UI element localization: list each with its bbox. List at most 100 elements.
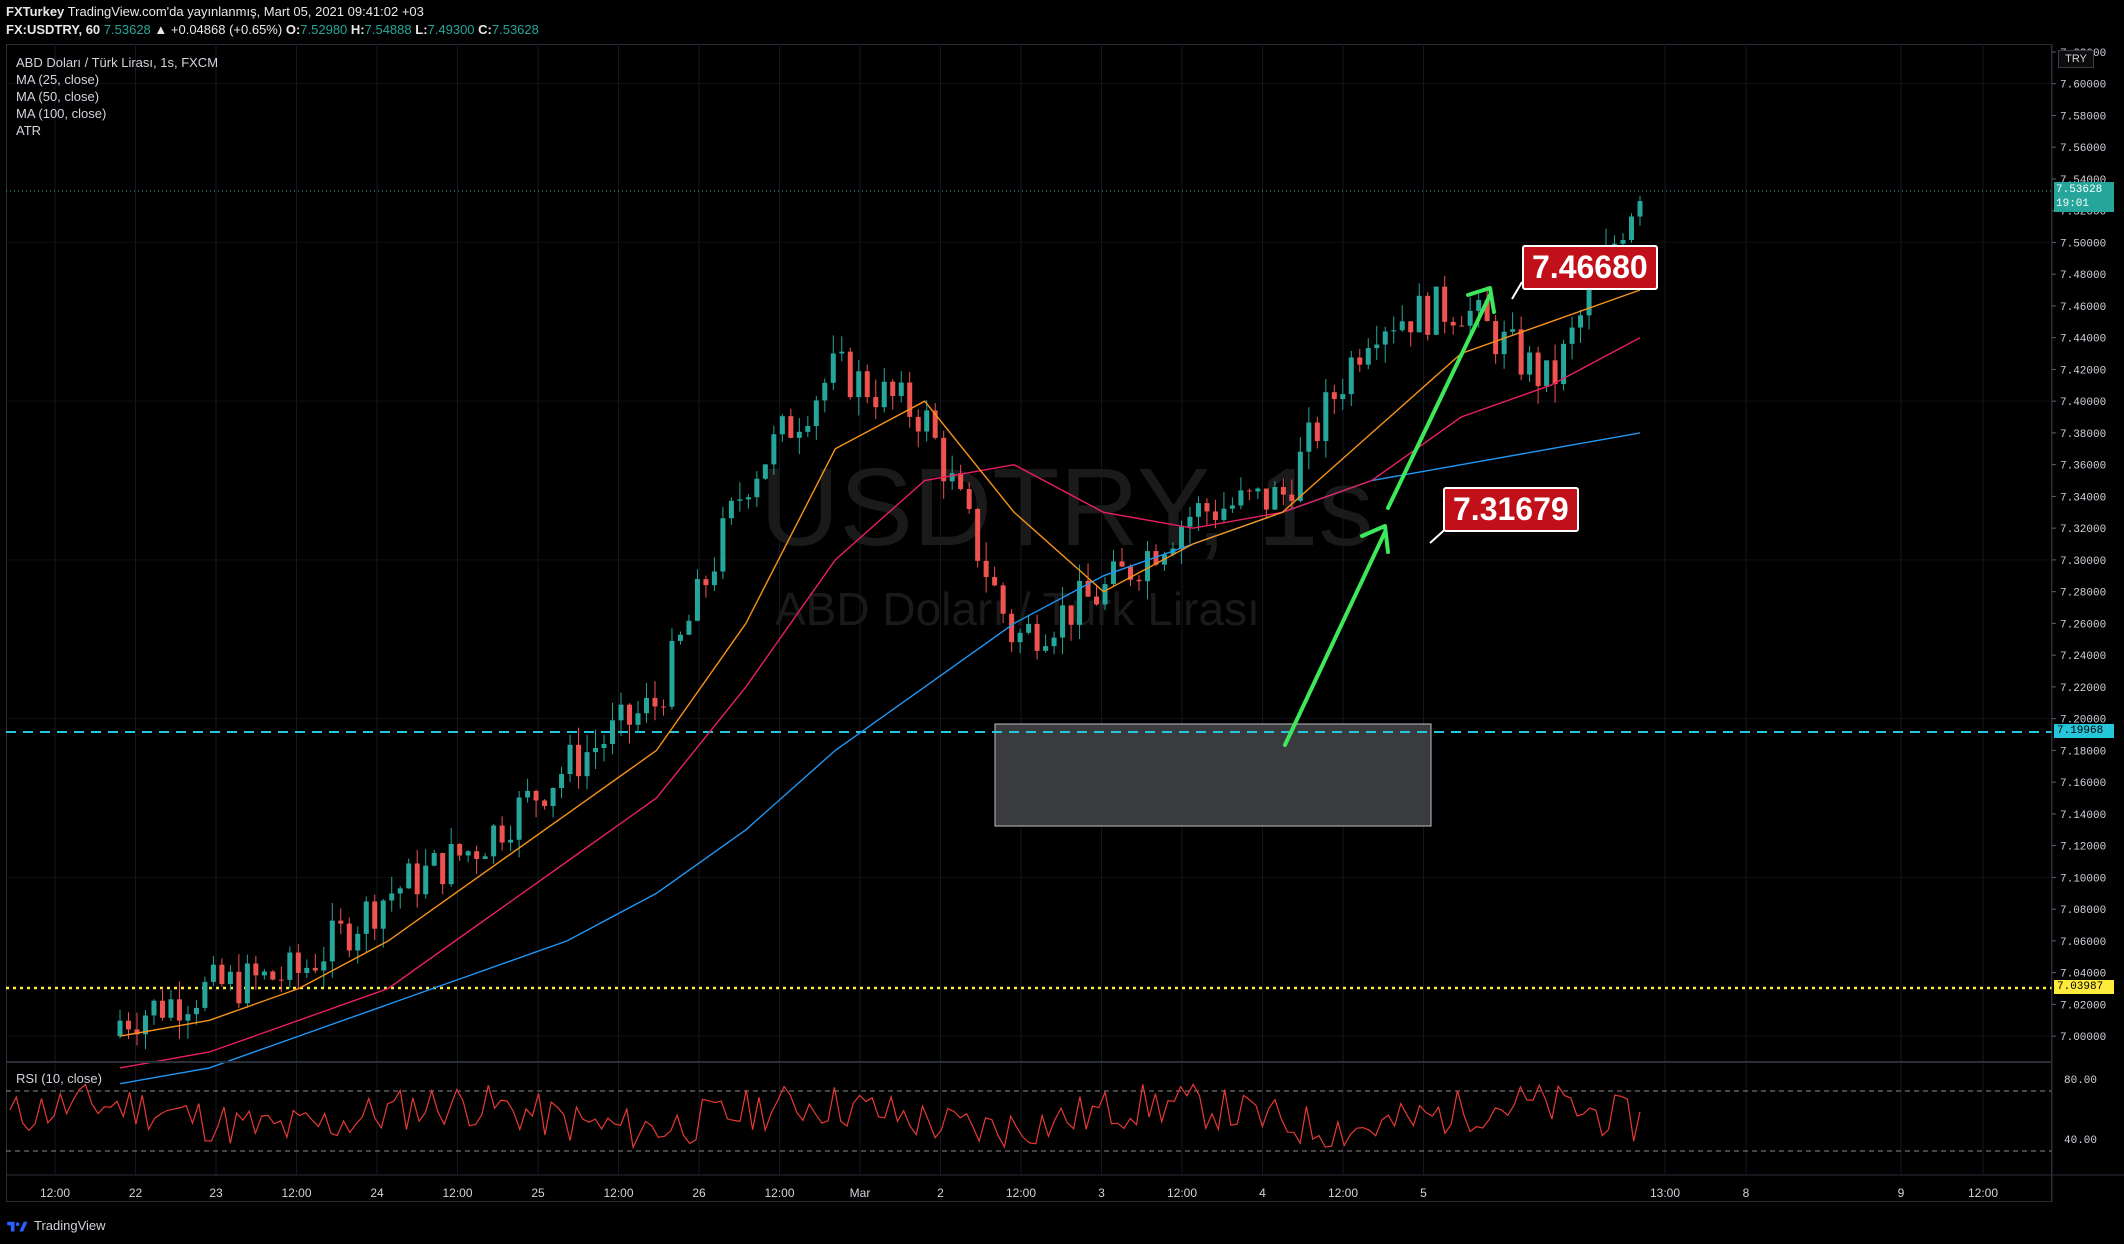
candle-body[interactable] <box>1510 329 1516 332</box>
candle-body[interactable] <box>711 571 717 586</box>
candle-body[interactable] <box>1433 286 1439 335</box>
candle-body[interactable] <box>1195 503 1201 517</box>
candle-body[interactable] <box>321 961 327 971</box>
candle-body[interactable] <box>1043 646 1049 651</box>
candle-body[interactable] <box>389 893 395 901</box>
candle-body[interactable] <box>907 382 913 417</box>
candle-body[interactable] <box>745 497 751 500</box>
legend-ma25[interactable]: MA (25, close) <box>16 72 100 87</box>
candle-body[interactable] <box>1459 325 1465 327</box>
candle-body[interactable] <box>1306 422 1312 452</box>
candle-body[interactable] <box>1476 300 1482 311</box>
candle-body[interactable] <box>1637 201 1643 217</box>
candle-body[interactable] <box>652 697 658 707</box>
candle-body[interactable] <box>312 967 318 971</box>
candle-body[interactable] <box>1289 494 1295 501</box>
candle-body[interactable] <box>1382 331 1388 345</box>
candle-body[interactable] <box>253 963 259 976</box>
candle-body[interactable] <box>839 351 845 354</box>
candle-body[interactable] <box>1408 321 1414 333</box>
ma100-line[interactable] <box>119 432 1641 1085</box>
candle-body[interactable] <box>1187 516 1193 527</box>
candle-body[interactable] <box>219 964 225 985</box>
candle-body[interactable] <box>1374 344 1380 349</box>
candle-body[interactable] <box>448 843 454 885</box>
candle-body[interactable] <box>1128 566 1134 580</box>
candle-body[interactable] <box>1144 551 1150 582</box>
candle-body[interactable] <box>567 744 573 775</box>
candle-body[interactable] <box>1518 329 1524 375</box>
candle-body[interactable] <box>890 381 896 396</box>
candle-body[interactable] <box>414 863 420 895</box>
candle-body[interactable] <box>643 697 649 714</box>
candle-body[interactable] <box>1399 321 1405 331</box>
candle-body[interactable] <box>1442 286 1448 322</box>
candle-body[interactable] <box>1552 360 1558 385</box>
candle-body[interactable] <box>966 489 972 510</box>
candle-body[interactable] <box>941 437 947 482</box>
candle-body[interactable] <box>694 579 700 621</box>
candle-body[interactable] <box>550 788 556 807</box>
candle-body[interactable] <box>1000 585 1006 614</box>
candle-body[interactable] <box>813 400 819 426</box>
legend-atr[interactable]: ATR <box>16 123 42 138</box>
candle-body[interactable] <box>270 971 276 980</box>
candle-body[interactable] <box>610 720 616 745</box>
candle-body[interactable] <box>1484 300 1490 322</box>
candle-body[interactable] <box>193 1007 199 1015</box>
candle-body[interactable] <box>1272 487 1278 510</box>
candle-body[interactable] <box>508 839 514 843</box>
candle-body[interactable] <box>660 706 666 708</box>
callout-upper-price[interactable]: 7.46680 <box>1522 245 1658 290</box>
candle-body[interactable] <box>533 790 539 801</box>
candle-body[interactable] <box>1501 331 1507 355</box>
candle-body[interactable] <box>176 999 182 1021</box>
legend-ma100[interactable]: MA (100, close) <box>16 106 107 121</box>
candle-body[interactable] <box>1204 503 1210 512</box>
green-arrow-lower[interactable] <box>1283 524 1390 747</box>
candle-body[interactable] <box>720 518 726 572</box>
candle-body[interactable] <box>559 774 565 789</box>
candle-body[interactable] <box>779 416 785 435</box>
candle-body[interactable] <box>975 509 981 561</box>
candle-body[interactable] <box>618 704 624 721</box>
candle-body[interactable] <box>1425 295 1431 335</box>
candle-body[interactable] <box>1544 360 1550 387</box>
ma50-line[interactable] <box>119 337 1641 1069</box>
candle-body[interactable] <box>593 748 599 753</box>
candle-body[interactable] <box>1493 321 1499 355</box>
candle-body[interactable] <box>932 410 938 438</box>
currency-unit-badge[interactable]: TRY <box>2058 50 2094 68</box>
candle-body[interactable] <box>1051 637 1057 647</box>
candle-body[interactable] <box>822 382 828 401</box>
candle-body[interactable] <box>983 560 989 578</box>
candle-body[interactable] <box>168 999 174 1018</box>
callout-lower-price[interactable]: 7.31679 <box>1443 487 1579 532</box>
candle-body[interactable] <box>1297 451 1303 501</box>
candle-body[interactable] <box>796 431 802 438</box>
candle-body[interactable] <box>465 851 471 856</box>
candle-body[interactable] <box>423 865 429 895</box>
candle-body[interactable] <box>355 933 361 951</box>
candle-body[interactable] <box>406 863 412 889</box>
candle-body[interactable] <box>159 1000 165 1018</box>
candle-body[interactable] <box>1068 605 1074 625</box>
candle-body[interactable] <box>278 979 284 981</box>
candle-body[interactable] <box>117 1020 123 1037</box>
candle-body[interactable] <box>185 1014 191 1021</box>
symbol-label[interactable]: FX:USDTRY, 60 <box>6 22 101 37</box>
candle-body[interactable] <box>1221 508 1227 520</box>
candle-body[interactable] <box>805 425 811 432</box>
candle-body[interactable] <box>584 752 590 777</box>
candle-body[interactable] <box>516 797 522 840</box>
candle-body[interactable] <box>1212 511 1218 520</box>
candle-body[interactable] <box>329 920 335 962</box>
candle-body[interactable] <box>227 971 233 985</box>
candle-body[interactable] <box>576 744 582 777</box>
candle-body[interactable] <box>304 967 310 973</box>
candle-body[interactable] <box>1017 632 1023 643</box>
candle-body[interactable] <box>771 434 777 465</box>
green-arrow-upper[interactable] <box>1386 286 1496 510</box>
candle-body[interactable] <box>1229 505 1235 509</box>
